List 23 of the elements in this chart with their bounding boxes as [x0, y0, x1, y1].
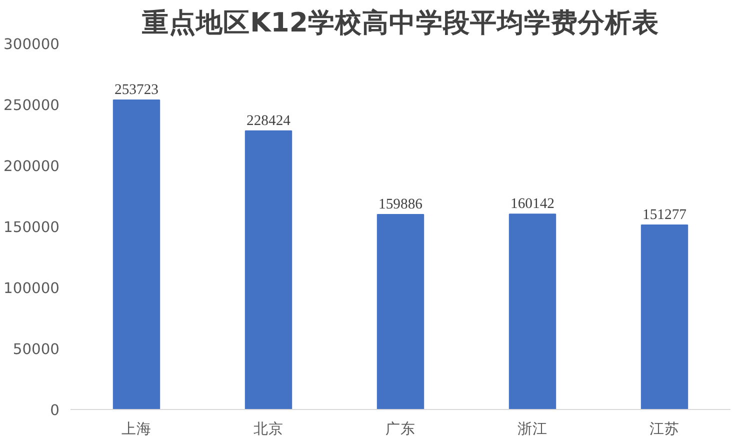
x-tick-label: 广东 [386, 420, 416, 438]
bar [376, 214, 424, 410]
y-tick-label: 100000 [4, 280, 60, 297]
bar [112, 99, 160, 410]
y-tick-label: 50000 [12, 341, 60, 358]
y-tick-label: 150000 [4, 219, 60, 236]
bar [640, 224, 688, 410]
chart-title: 重点地区K12学校高中学段平均学费分析表 [142, 8, 659, 38]
y-tick-label: 200000 [4, 158, 60, 175]
data-label: 159886 [378, 196, 422, 212]
data-label: 253723 [114, 82, 158, 98]
x-tick-label: 北京 [254, 420, 284, 438]
data-label: 160142 [510, 196, 554, 212]
y-tick-label: 250000 [4, 97, 60, 114]
bar [244, 130, 292, 410]
data-label: 151277 [642, 206, 686, 223]
bar [508, 214, 556, 410]
x-tick-label: 江苏 [650, 420, 680, 438]
y-tick-label: 0 [50, 402, 60, 419]
y-tick-label: 300000 [4, 36, 60, 53]
data-label: 228424 [246, 112, 292, 129]
x-tick-label: 上海 [122, 420, 152, 438]
x-tick-label: 浙江 [518, 420, 548, 438]
